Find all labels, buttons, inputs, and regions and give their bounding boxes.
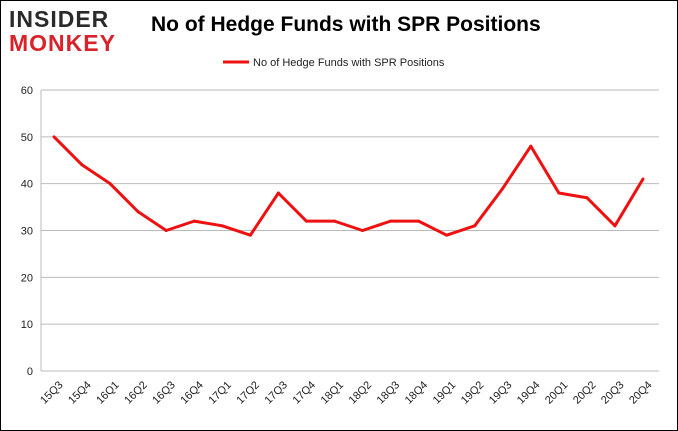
data-point [529, 144, 533, 148]
x-tick-label: 19Q3 [487, 379, 515, 407]
data-point [417, 219, 421, 223]
x-tick-label: 20Q3 [599, 379, 627, 407]
data-point [220, 224, 224, 228]
data-point [108, 182, 112, 186]
data-point [192, 219, 196, 223]
legend: No of Hedge Funds with SPR Positions [223, 57, 445, 69]
x-tick-label: 20Q1 [543, 379, 571, 407]
x-tick-label: 17Q2 [234, 379, 262, 407]
data-point [473, 224, 477, 228]
y-tick-label: 0 [27, 366, 33, 378]
data-point [585, 196, 589, 200]
x-tick-label: 17Q3 [262, 379, 290, 407]
x-tick-labels: 15Q3 15Q4 16Q1 16Q2 16Q3 16Q4 17Q1 17Q2 17Q3 17Q4… [38, 379, 655, 407]
legend-label: No of Hedge Funds with SPR Positions [253, 57, 445, 69]
x-tick-label: 16Q1 [94, 379, 122, 407]
data-point [304, 219, 308, 223]
insider-monkey-logo: INSIDER MONKEY [9, 7, 129, 59]
data-point [613, 224, 617, 228]
data-point [136, 210, 140, 214]
data-point [248, 233, 252, 237]
y-tick-labels: 0 10 20 30 40 50 60 [21, 85, 33, 378]
data-point [164, 229, 168, 232]
x-tick-label: 18Q1 [319, 379, 347, 407]
data-point [361, 229, 365, 232]
x-tick-label: 16Q4 [178, 379, 206, 407]
x-tick-label: 16Q3 [150, 379, 178, 407]
data-point [332, 219, 336, 223]
data-point [445, 233, 449, 237]
x-tick-label: 15Q4 [66, 379, 94, 407]
grid-lines [40, 89, 659, 372]
logo-line-1: INSIDER [9, 6, 110, 32]
chart-title: No of Hedge Funds with SPR Positions [151, 13, 541, 36]
series-line [52, 135, 645, 237]
x-tick-label: 18Q3 [375, 379, 403, 407]
series-group [52, 135, 645, 237]
x-tick-label: 19Q2 [459, 379, 487, 407]
x-tick-label: 19Q1 [431, 379, 459, 407]
x-tick-label: 15Q3 [38, 379, 66, 407]
y-tick-label: 10 [21, 319, 33, 331]
y-tick-label: 60 [21, 85, 33, 97]
x-tick-label: 20Q2 [571, 379, 599, 407]
y-tick-label: 30 [21, 226, 33, 238]
y-tick-label: 20 [21, 272, 33, 284]
y-tick-label: 50 [21, 132, 33, 144]
x-tick-label: 17Q1 [206, 379, 234, 407]
data-point [389, 219, 393, 223]
data-point [641, 177, 645, 181]
data-point [276, 191, 280, 195]
x-tick-label: 19Q4 [515, 379, 543, 407]
data-point [501, 186, 505, 190]
data-point [52, 135, 56, 139]
data-point [80, 163, 84, 167]
x-tick-label: 18Q2 [347, 379, 375, 407]
logo-line-2: MONKEY [9, 30, 116, 56]
x-tick-label: 18Q4 [403, 379, 431, 407]
x-tick-label: 16Q2 [122, 379, 150, 407]
data-point [557, 191, 561, 195]
x-tick-label: 20Q4 [627, 379, 655, 407]
y-tick-label: 40 [21, 179, 33, 191]
x-tick-label: 17Q4 [291, 379, 319, 407]
